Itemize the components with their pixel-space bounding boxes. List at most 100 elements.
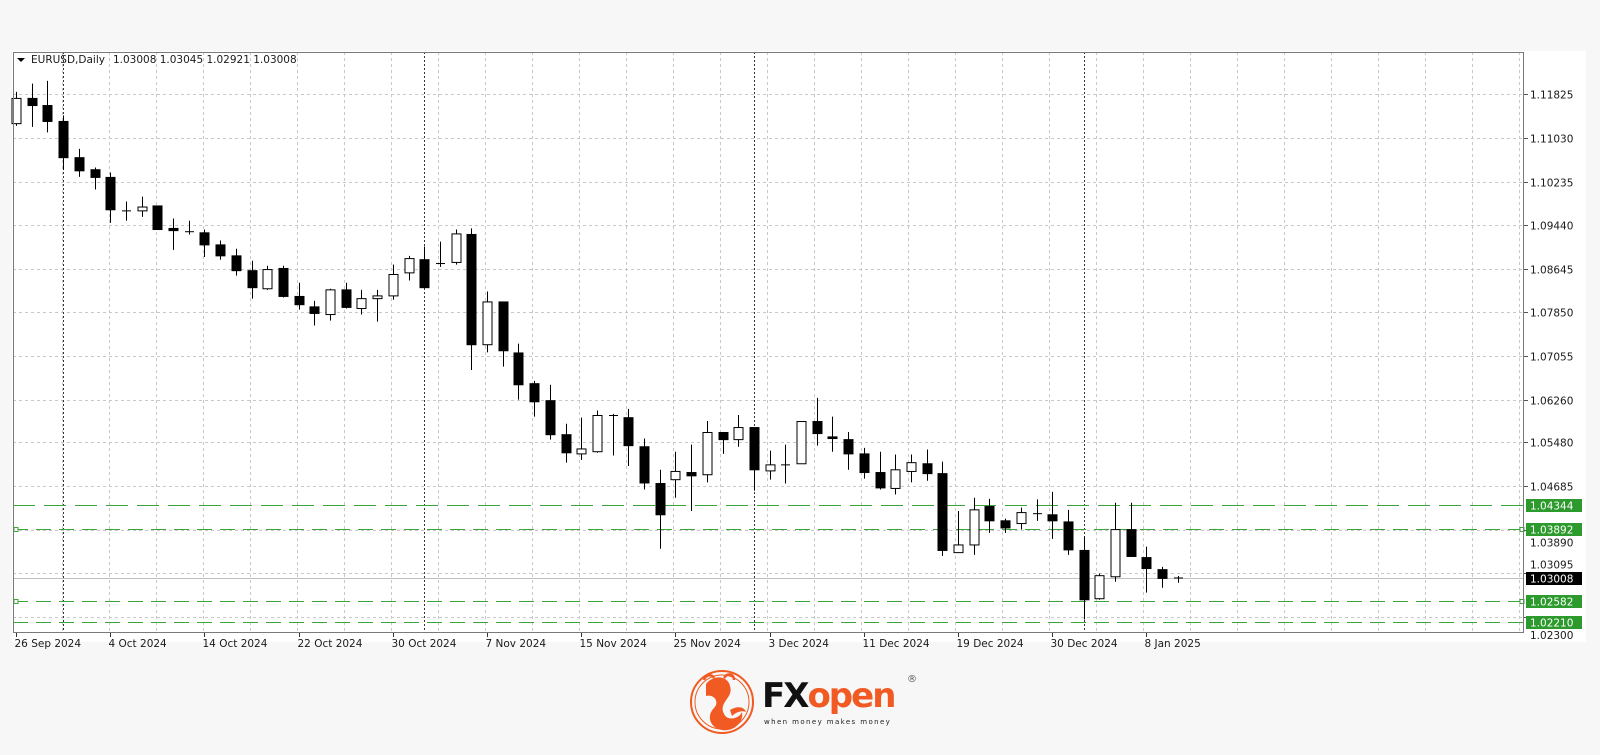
y-tick-label: 1.03095 (1530, 560, 1573, 572)
candle (278, 265, 289, 298)
candle-body-bull (11, 97, 22, 125)
candle (639, 438, 650, 490)
level-handle-left[interactable] (13, 599, 19, 604)
price-labels: 1.04344 1.03892 1.02582 1.02210 1.03008 (1526, 499, 1582, 630)
candle-body-bull (372, 295, 383, 300)
candle (294, 282, 305, 310)
x-tick-label: 7 Nov 2024 (486, 638, 547, 650)
candle (122, 201, 131, 221)
time-axis[interactable]: 26 Sep 2024 4 Oct 2024 14 Oct 2024 22 Oct 2… (15, 633, 1201, 650)
candle-body-bear (1000, 520, 1011, 529)
candle-body-bear (937, 473, 948, 551)
candle-body-bear (875, 472, 886, 489)
symbol-menu-triangle-icon[interactable] (17, 58, 25, 62)
candle-body-bull (890, 469, 901, 489)
price-axis[interactable]: 1.11825 1.11030 1.10235 1.09440 1.08645 1.078… (1524, 90, 1573, 643)
candle-body-bear (1157, 569, 1168, 579)
candle-body-bull (576, 448, 587, 455)
candle-body-bear (623, 417, 634, 447)
y-tick-label: 1.03890 (1530, 538, 1573, 550)
candle-body-bear (74, 157, 85, 172)
grid (13, 52, 1524, 633)
candle (1063, 509, 1074, 555)
y-tick-label: 1.11030 (1530, 134, 1573, 146)
candle (781, 444, 790, 484)
candle-body-bear (1126, 529, 1137, 557)
candle-body-bear (545, 400, 556, 436)
candle (466, 228, 477, 370)
brand-fx: FX (762, 676, 809, 716)
level-price-label: 1.02582 (1530, 597, 1573, 609)
horizontal-levels[interactable] (13, 505, 1525, 623)
candle (482, 291, 493, 353)
candle-body-bull (137, 206, 148, 212)
candle (27, 83, 38, 127)
candle (356, 289, 367, 315)
candle (561, 423, 572, 463)
candle-body-bear (984, 506, 995, 522)
candle (42, 80, 53, 133)
candle-body-bull (796, 421, 807, 465)
candle (90, 167, 101, 190)
candle-body-bear (639, 446, 650, 484)
candle-body-bear (278, 267, 289, 297)
candle-body-bear (90, 169, 101, 178)
candle (718, 431, 729, 454)
brand-wordmark: FXopen (762, 676, 896, 716)
candle (137, 196, 148, 217)
candle (11, 91, 22, 126)
candle-body-bear (859, 453, 870, 474)
candle (262, 265, 273, 290)
registered-mark: ® (907, 674, 917, 685)
candle (404, 255, 415, 281)
candle-body-bull (906, 462, 917, 472)
level-handle-left[interactable] (13, 527, 19, 532)
candle (592, 410, 603, 453)
chart-symbol-timeframe: EURUSD,Daily (31, 54, 105, 66)
candle (1094, 573, 1105, 600)
candle (1141, 546, 1152, 593)
period-separators (63, 52, 1085, 633)
chart-ohlc-readout: 1.03008 1.03045 1.02921 1.03008 (113, 54, 297, 66)
candle-body-bear (27, 97, 38, 107)
candle-body-bull (404, 258, 415, 274)
candle-body-bull (482, 301, 493, 346)
candle-body-bear (1141, 557, 1152, 570)
y-tick-label: 1.06260 (1530, 396, 1573, 408)
candle (436, 241, 445, 267)
current-price-label: 1.03008 (1530, 574, 1573, 586)
level-price-label: 1.04344 (1530, 501, 1574, 513)
candle-body-bear (247, 270, 258, 289)
candle-body-bear (749, 427, 760, 471)
candle-body-bull (765, 464, 776, 472)
y-tick-label: 1.05480 (1530, 438, 1573, 450)
candle (325, 288, 336, 321)
candle (1000, 518, 1011, 533)
candle (1157, 566, 1168, 588)
candle (576, 417, 587, 460)
candle-body-bear (529, 383, 540, 403)
chart-panel (12, 51, 1586, 642)
candle-body-bear (655, 483, 666, 516)
y-tick-label: 1.04685 (1530, 482, 1573, 494)
level-price-label: 1.02210 (1530, 618, 1573, 630)
candle (922, 449, 933, 481)
candle-body-bear (199, 232, 210, 246)
candle (1016, 507, 1027, 530)
x-tick-label: 30 Dec 2024 (1051, 638, 1118, 650)
candle (609, 413, 618, 456)
candle (937, 461, 948, 556)
candle-body-bull (592, 414, 603, 453)
candle (906, 454, 917, 483)
x-tick-label: 3 Dec 2024 (769, 638, 830, 650)
x-tick-label: 14 Oct 2024 (203, 638, 268, 650)
candle-body-bull (325, 289, 336, 316)
candle-body-bear (294, 295, 305, 306)
candle-body-bull (388, 274, 399, 297)
candle-body-bear (419, 259, 430, 289)
candle (388, 264, 399, 300)
candle-body-bull (1110, 529, 1121, 578)
candle-body-bear (341, 289, 352, 308)
candle (875, 451, 886, 490)
